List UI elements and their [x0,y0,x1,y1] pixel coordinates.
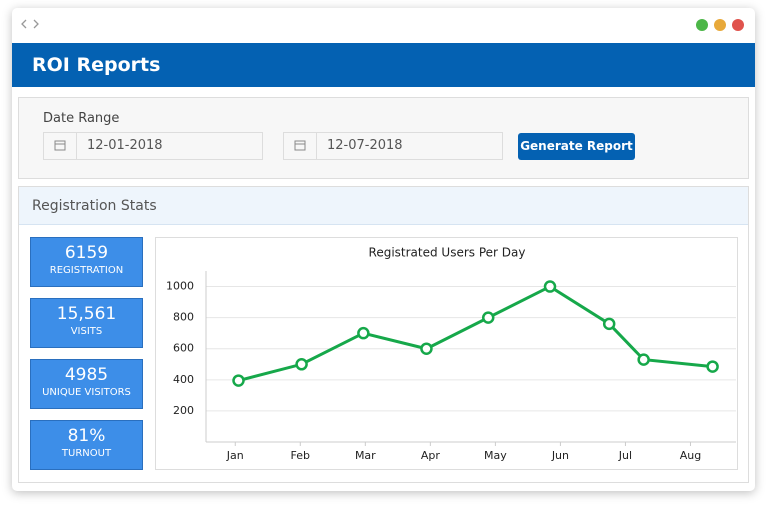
x-tick-label: May [484,449,507,462]
x-tick-label: Feb [291,449,310,462]
y-tick-label: 1000 [166,280,194,293]
start-date: 12-01-2018 [87,138,163,153]
point [232,374,245,387]
x-tick-label: Apr [421,449,441,462]
stat-value: 6159 [64,243,109,263]
end-date: 12-07-2018 [327,138,403,153]
stat-box: 81% TURNOUT [30,420,143,470]
stats-title: Registration Stats [19,187,748,225]
point [481,311,495,324]
header-title: ROI Reports [12,43,755,87]
point [420,342,433,355]
stat-box: 4985 UNIQUE VISITORS [30,359,143,409]
date-panel: Date Range 12-01-2018 12-07-2018 Generat… [18,97,749,179]
title-bar [21,19,744,31]
stat-value: 81% [67,426,106,446]
y-tick-label: 600 [173,342,194,355]
x-tick-label: Mar [355,449,376,462]
y-tick-label: 400 [173,373,194,386]
x-tick-label: Jan [226,449,244,462]
date-range-label: Date Range [43,111,120,126]
end-date-input[interactable]: 12-07-2018 [283,132,503,160]
stat-label: TURNOUT [61,448,112,459]
stat-label: UNIQUE VISITORS [42,387,131,398]
stat-value: 4985 [64,365,109,385]
window: ROI Reports Date Range 12-01-2018 12-07-… [12,8,755,491]
point [543,280,557,293]
point [602,317,616,331]
y-tick-label: 200 [173,404,194,417]
stats-panel: Registration Stats 6159 REGISTRATION 15,5… [18,186,749,483]
line [238,284,713,383]
chart: Registrated Users Per Day 200 400 600 800 10… [155,237,738,470]
chart-title: Registrated Users Per Day [369,246,526,260]
y-tick-label: 800 [173,311,194,324]
x-tick-label: Aug [680,449,701,462]
point [295,358,308,371]
stat-label: VISITS [70,326,103,337]
point [706,360,719,373]
x-tick-label: Jul [618,449,632,462]
calendar-icon [294,133,317,159]
stat-value: 15,561 [56,304,117,324]
stat-label: REGISTRATION [49,265,124,276]
generate-button[interactable]: Generate Report [518,133,635,160]
stat-box: 15,561 VISITS [30,298,143,348]
x-tick-label: Jun [551,449,569,462]
point [637,353,650,366]
point [357,326,370,340]
start-date-input[interactable]: 12-01-2018 [43,132,263,160]
stat-box: 6159 REGISTRATION [30,237,143,287]
calendar-icon [54,133,77,159]
